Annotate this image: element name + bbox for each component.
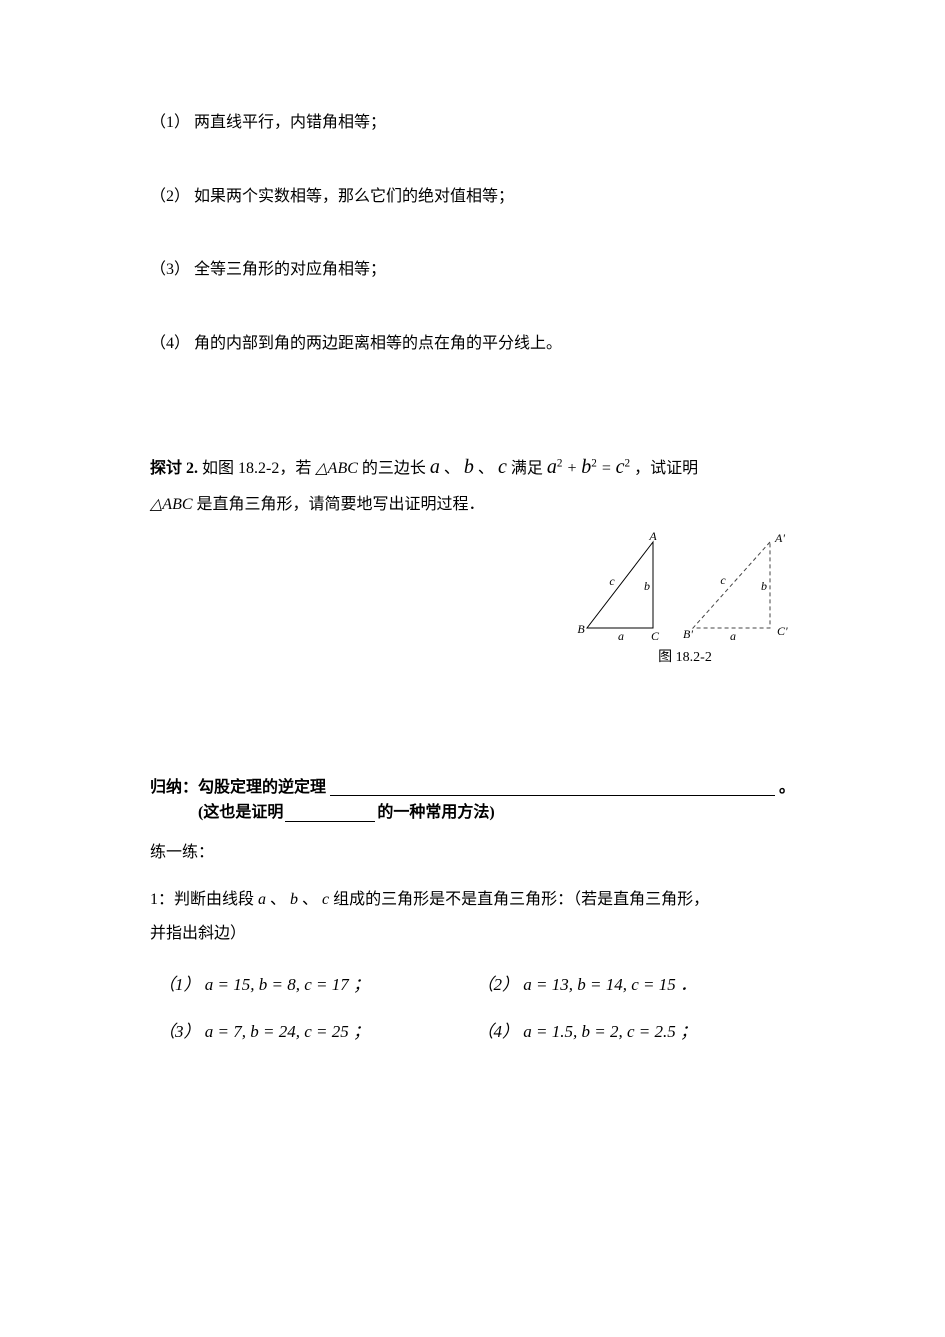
item-1: （1） a = 15, b = 8, c = 17 ； [158, 971, 477, 998]
var-c: c [498, 456, 507, 478]
eq-eqsign: = [601, 460, 616, 477]
eq-c: c [616, 456, 625, 478]
q1-line2: 并指出斜边） [150, 925, 246, 942]
guina-line2-open: (这也是证明 [198, 800, 283, 826]
explore-pre: 如图 18.2-2，若 [202, 460, 311, 477]
label-b-side: b [644, 579, 650, 593]
explore-line2b: 是直角三角形，请简要地写出证明过程． [197, 496, 485, 513]
explore-text: 探讨 2. 如图 18.2-2，若 △ABC 的三边长 a 、 b 、 c 满足… [150, 446, 795, 522]
eq-plus: + [566, 460, 581, 477]
guina-block: 归纳：勾股定理的逆定理 。 (这也是证明 的一种常用方法) [150, 775, 795, 826]
guina-line-1: 归纳：勾股定理的逆定理 。 [150, 775, 795, 801]
label-Ap: A' [774, 531, 785, 545]
eq-b: b [581, 456, 591, 478]
label-C: C [651, 629, 660, 643]
eq-b-sup: 2 [591, 458, 597, 470]
statement-2: （2） 如果两个实数相等，那么它们的绝对值相等； [150, 184, 795, 210]
label-B: B [577, 622, 585, 636]
var-a: a [430, 456, 440, 478]
statement-3: （3） 全等三角形的对应角相等； [150, 257, 795, 283]
explore-mid1: 的三边长 [362, 460, 426, 477]
sub-row-2: （3） a = 7, b = 24, c = 25 ； （4） a = 1.5,… [150, 1018, 795, 1045]
label-Bp: B' [683, 627, 693, 641]
figure-caption: 图 18.2-2 [575, 647, 795, 669]
q1-b: b [290, 891, 298, 908]
q1-c: c [322, 891, 329, 908]
item-4: （4） a = 1.5, b = 2, c = 2.5 ； [477, 1018, 796, 1045]
guina-line-2: (这也是证明 的一种常用方法) [198, 800, 795, 826]
sub-row-1: （1） a = 15, b = 8, c = 17 ； （2） a = 13, … [150, 971, 795, 998]
sep-2: 、 [478, 460, 494, 477]
q1-sep1: 、 [270, 891, 286, 908]
guina-prefix: 归纳：勾股定理的逆定理 [150, 775, 326, 801]
guina-blank-short [285, 806, 375, 822]
label-A: A [648, 530, 657, 543]
figure-wrap: A B C c b a A' B' C' c b a 图 18.2-2 [150, 530, 795, 670]
label-c-side: c [609, 574, 615, 588]
page: （1） 两直线平行，内错角相等； （2） 如果两个实数相等，那么它们的绝对值相等… [0, 0, 945, 1045]
tri-abc-2: △ABC [150, 496, 193, 513]
statement-1: （1） 两直线平行，内错角相等； [150, 110, 795, 136]
label-bp-side: b [761, 579, 767, 593]
eq-a-sup: 2 [557, 458, 563, 470]
eq-c-sup: 2 [625, 458, 631, 470]
guina-suffix: 。 [779, 775, 795, 801]
eq-a: a [547, 456, 557, 478]
practice-title: 练一练： [150, 840, 795, 866]
explore-block: 探讨 2. 如图 18.2-2，若 △ABC 的三边长 a 、 b 、 c 满足… [150, 446, 795, 669]
triangle-diagram: A B C c b a A' B' C' c b a [575, 530, 795, 645]
tri-abc: △ABC [315, 460, 358, 477]
label-Cp: C' [777, 624, 788, 638]
label-cp-side: c [720, 573, 726, 587]
guina-line2-close: 的一种常用方法) [377, 800, 494, 826]
item-2: （2） a = 13, b = 14, c = 15 ． [477, 971, 796, 998]
q1-mid: 组成的三角形是不是直角三角形：（若是直角三角形， [333, 891, 709, 908]
q1-sep2: 、 [302, 891, 318, 908]
label-ap-side: a [730, 629, 736, 643]
item-3: （3） a = 7, b = 24, c = 25 ； [158, 1018, 477, 1045]
label-a-side: a [618, 629, 624, 643]
sep-1: 、 [444, 460, 460, 477]
explore-post1: ，试证明 [634, 460, 698, 477]
var-b: b [464, 456, 474, 478]
figure: A B C c b a A' B' C' c b a 图 18.2-2 [575, 530, 795, 669]
q1-a: a [258, 891, 266, 908]
practice-q1: 1：判断由线段 a 、 b 、 c 组成的三角形是不是直角三角形：（若是直角三角… [150, 883, 795, 950]
explore-label: 探讨 2. [150, 460, 198, 477]
statement-4: （4） 角的内部到角的两边距离相等的点在角的平分线上。 [150, 331, 795, 357]
q1-pre: 1：判断由线段 [150, 891, 254, 908]
guina-blank [330, 780, 775, 796]
explore-mid2: 满足 [511, 460, 543, 477]
